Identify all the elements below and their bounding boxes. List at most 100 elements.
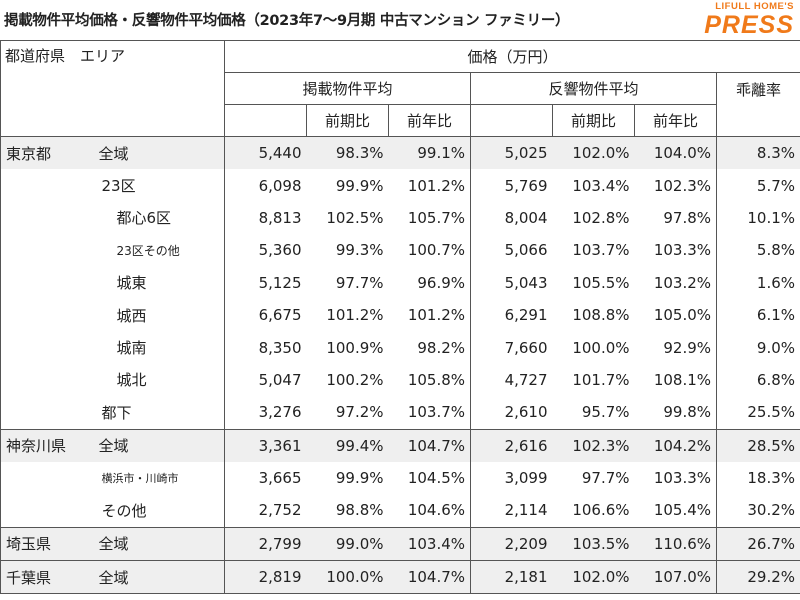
cell-listing-qoq: 98.3% bbox=[306, 136, 389, 170]
cell-response-yoy: 104.0% bbox=[634, 136, 718, 170]
cell-listing-price: 2,752 bbox=[258, 501, 302, 520]
table-row: 城北 5,047 100.2% 105.8% 4,727 101.7% 108.1% 6.8% bbox=[0, 363, 800, 397]
cell-response-yoy: 103.3% bbox=[634, 234, 718, 267]
cell-listing-qoq: 99.9% bbox=[335, 469, 384, 488]
cell-area: その他 bbox=[89, 494, 226, 528]
cell-area: 城北 bbox=[89, 363, 226, 397]
cell-area: 都心6区 bbox=[89, 201, 226, 235]
page-title: 掲載物件平均価格・反響物件平均価格（2023年7〜9月期 中古マンション ファミ… bbox=[4, 13, 570, 29]
cell-prefecture bbox=[0, 494, 90, 528]
cell-listing-yoy: 99.1% bbox=[388, 136, 472, 170]
cell-response-price: 2,209 bbox=[470, 526, 553, 561]
table-row: その他 2,752 98.8% 104.6% 2,114 106.6% 105.4% 30.2… bbox=[0, 494, 800, 528]
cell-response-price: 6,291 bbox=[504, 306, 548, 325]
table-row: 城西 6,675 101.2% 101.2% 6,291 108.8% 105.0% 6.1% bbox=[0, 298, 800, 332]
cell-prefecture: 千葉県 bbox=[0, 560, 90, 595]
cell-area: 城東 bbox=[89, 266, 226, 299]
header-listing-yoy: 前年比 bbox=[388, 104, 472, 137]
cell-listing-qoq: 99.9% bbox=[335, 176, 384, 195]
cell-divergence: 10.1% bbox=[716, 201, 800, 235]
cell-response-qoq: 102.3% bbox=[552, 428, 635, 462]
cell-listing-qoq: 99.0% bbox=[306, 526, 389, 561]
cell-response-price: 2,616 bbox=[470, 428, 553, 462]
cell-listing-qoq: 100.2% bbox=[326, 370, 384, 389]
table-row: 23区その他 5,360 99.3% 100.7% 5,066 103.7% 103.3% 5… bbox=[0, 234, 800, 267]
cell-listing-qoq: 97.7% bbox=[335, 273, 384, 292]
logo-main-text: PRESS bbox=[704, 10, 794, 39]
cell-prefecture bbox=[0, 201, 90, 235]
cell-response-yoy: 104.2% bbox=[634, 428, 718, 462]
cell-prefecture bbox=[0, 169, 90, 202]
table-row: 神奈川県 全域 3,361 99.4% 104.7% 2,616 102.3% 104.2% 2… bbox=[0, 428, 800, 462]
cell-area: 23区その他 bbox=[89, 234, 226, 267]
cell-prefecture bbox=[0, 396, 90, 430]
cell-prefecture: 埼玉県 bbox=[0, 526, 90, 561]
table-row: 都下 3,276 97.2% 103.7% 2,610 95.7% 99.8% 25.5% bbox=[0, 396, 800, 430]
cell-response-price: 2,610 bbox=[504, 403, 548, 422]
cell-divergence: 25.5% bbox=[716, 396, 800, 430]
cell-divergence: 6.8% bbox=[716, 363, 800, 397]
header-listing-avg: 掲載物件平均 bbox=[224, 72, 472, 105]
cell-response-qoq: 108.8% bbox=[572, 306, 630, 325]
cell-listing-yoy: 105.8% bbox=[388, 363, 472, 397]
cell-listing-price: 5,047 bbox=[258, 370, 302, 389]
cell-response-qoq: 102.8% bbox=[572, 208, 630, 227]
cell-listing-yoy: 103.7% bbox=[388, 396, 472, 430]
cell-listing-yoy: 104.7% bbox=[388, 428, 472, 462]
cell-response-qoq: 103.4% bbox=[572, 176, 630, 195]
cell-area: 都下 bbox=[89, 396, 226, 430]
page-header: 掲載物件平均価格・反響物件平均価格（2023年7〜9月期 中古マンション ファミ… bbox=[0, 0, 800, 40]
cell-listing-qoq: 101.2% bbox=[326, 306, 384, 325]
cell-response-price: 8,004 bbox=[504, 208, 548, 227]
cell-divergence: 5.8% bbox=[716, 234, 800, 267]
cell-response-yoy: 99.8% bbox=[634, 396, 718, 430]
header-listing-price-blank bbox=[224, 104, 308, 137]
cell-prefecture bbox=[0, 234, 90, 267]
cell-listing-yoy: 105.7% bbox=[388, 201, 472, 235]
cell-listing-qoq: 100.9% bbox=[326, 338, 384, 357]
cell-response-price: 5,066 bbox=[504, 241, 548, 260]
cell-response-qoq: 102.0% bbox=[552, 136, 635, 170]
cell-listing-price: 8,813 bbox=[258, 208, 302, 227]
table-row: 東京都 全域 5,440 98.3% 99.1% 5,025 102.0% 104.0% 8.3… bbox=[0, 136, 800, 170]
cell-listing-qoq: 102.5% bbox=[326, 208, 384, 227]
cell-response-yoy: 102.3% bbox=[634, 169, 718, 202]
cell-response-yoy: 110.6% bbox=[634, 526, 718, 561]
table-row: 千葉県 全域 2,819 100.0% 104.7% 2,181 102.0% 107.0% 2… bbox=[0, 560, 800, 595]
cell-response-yoy: 105.0% bbox=[634, 298, 718, 332]
cell-prefecture: 東京都 bbox=[0, 136, 90, 170]
cell-response-yoy: 103.2% bbox=[634, 266, 718, 299]
cell-response-price: 7,660 bbox=[504, 338, 548, 357]
cell-area: 城南 bbox=[89, 331, 226, 364]
cell-listing-yoy: 101.2% bbox=[388, 298, 472, 332]
table-row: 23区 6,098 99.9% 101.2% 5,769 103.4% 102.3% 5.7% bbox=[0, 169, 800, 202]
cell-listing-price: 5,440 bbox=[224, 136, 307, 170]
cell-prefecture bbox=[0, 331, 90, 364]
cell-listing-yoy: 101.2% bbox=[388, 169, 472, 202]
cell-listing-price: 6,098 bbox=[258, 176, 302, 195]
cell-area: 全域 bbox=[89, 136, 226, 170]
cell-listing-qoq: 99.4% bbox=[306, 428, 389, 462]
cell-prefecture: 神奈川県 bbox=[0, 428, 90, 462]
header-response-yoy: 前年比 bbox=[634, 104, 718, 137]
cell-divergence: 29.2% bbox=[716, 560, 800, 595]
cell-area: 全域 bbox=[89, 428, 226, 462]
cell-response-qoq: 101.7% bbox=[572, 370, 630, 389]
cell-divergence: 5.7% bbox=[716, 169, 800, 202]
cell-listing-qoq: 98.8% bbox=[335, 501, 384, 520]
cell-area: 23区 bbox=[89, 169, 226, 202]
header-pref-area: 都道府県 エリア bbox=[0, 40, 226, 137]
cell-response-qoq: 102.0% bbox=[552, 560, 635, 595]
cell-listing-price: 2,799 bbox=[224, 526, 307, 561]
cell-listing-yoy: 98.2% bbox=[388, 331, 472, 364]
cell-response-yoy: 97.8% bbox=[634, 201, 718, 235]
cell-prefecture bbox=[0, 298, 90, 332]
cell-response-price: 2,114 bbox=[504, 501, 548, 520]
cell-listing-yoy: 104.5% bbox=[388, 461, 472, 495]
table-row: 横浜市・川崎市 3,665 99.9% 104.5% 3,099 97.7% 103.3% 1… bbox=[0, 461, 800, 495]
cell-response-qoq: 95.7% bbox=[581, 403, 630, 422]
cell-response-yoy: 92.9% bbox=[634, 331, 718, 364]
cell-response-price: 5,025 bbox=[470, 136, 553, 170]
cell-prefecture bbox=[0, 461, 90, 495]
cell-prefecture bbox=[0, 266, 90, 299]
